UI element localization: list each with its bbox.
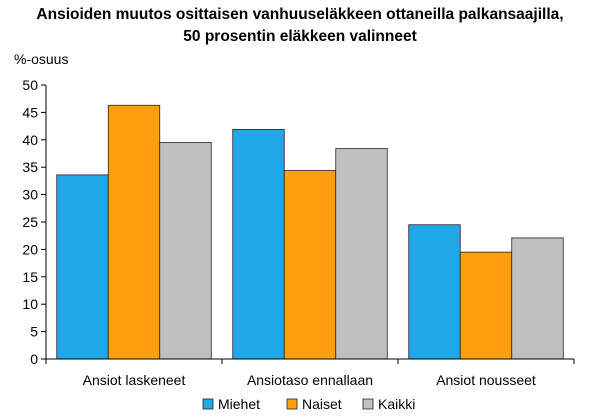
- legend-label-naiset: Naiset: [302, 396, 342, 412]
- bars: [56, 104, 564, 360]
- bar-kaikki-2: [511, 237, 564, 360]
- chart-title-line-1: Ansioiden muutos osittaisen vanhuuseläkk…: [36, 6, 564, 23]
- x-category-label: Ansiotaso ennallaan: [247, 372, 373, 388]
- x-category-label: Ansiot nousseet: [436, 372, 536, 388]
- y-tick-label: 5: [30, 324, 38, 340]
- axes: [45, 85, 575, 364]
- legend: Miehet Naiset Kaikki: [202, 396, 415, 412]
- bar-kaikki-0: [159, 142, 212, 360]
- legend-swatch-kaikki: [362, 398, 374, 410]
- legend-swatch-miehet: [202, 398, 214, 410]
- y-tick-label: 35: [22, 159, 38, 175]
- y-ticks: 0 5 10 15 20 25 30 35 40 45 50: [22, 77, 46, 367]
- y-tick-label: 45: [22, 104, 38, 120]
- chart-title-line-2: 50 prosentin eläkkeen valinneet: [183, 28, 417, 45]
- chart-title: Ansioiden muutos osittaisen vanhuuseläkk…: [0, 4, 600, 48]
- legend-label-miehet: Miehet: [218, 396, 260, 412]
- y-tick-label: 50: [22, 77, 38, 93]
- bar-miehet-1: [232, 128, 285, 360]
- y-tick-label: 20: [22, 241, 38, 257]
- y-tick-label: 40: [22, 132, 38, 148]
- y-tick-label: 30: [22, 187, 38, 203]
- y-tick-label: 15: [22, 269, 38, 285]
- bar-naiset-0: [107, 104, 161, 360]
- category-labels: Ansiot laskeneet Ansiotaso ennallaan Ansio…: [83, 372, 536, 388]
- bar-kaikki-1: [335, 148, 388, 360]
- y-tick-label: 25: [22, 214, 38, 230]
- y-tick-label: 10: [22, 296, 38, 312]
- bar-miehet-2: [408, 224, 461, 360]
- legend-swatch-naiset: [286, 398, 298, 410]
- bar-miehet-0: [56, 174, 109, 360]
- bar-naiset-2: [459, 251, 513, 360]
- bar-naiset-1: [283, 170, 337, 360]
- y-tick-label: 0: [30, 351, 38, 367]
- legend-label-kaikki: Kaikki: [378, 396, 415, 412]
- x-category-label: Ansiot laskeneet: [83, 372, 186, 388]
- y-axis-label: %-osuus: [14, 51, 68, 67]
